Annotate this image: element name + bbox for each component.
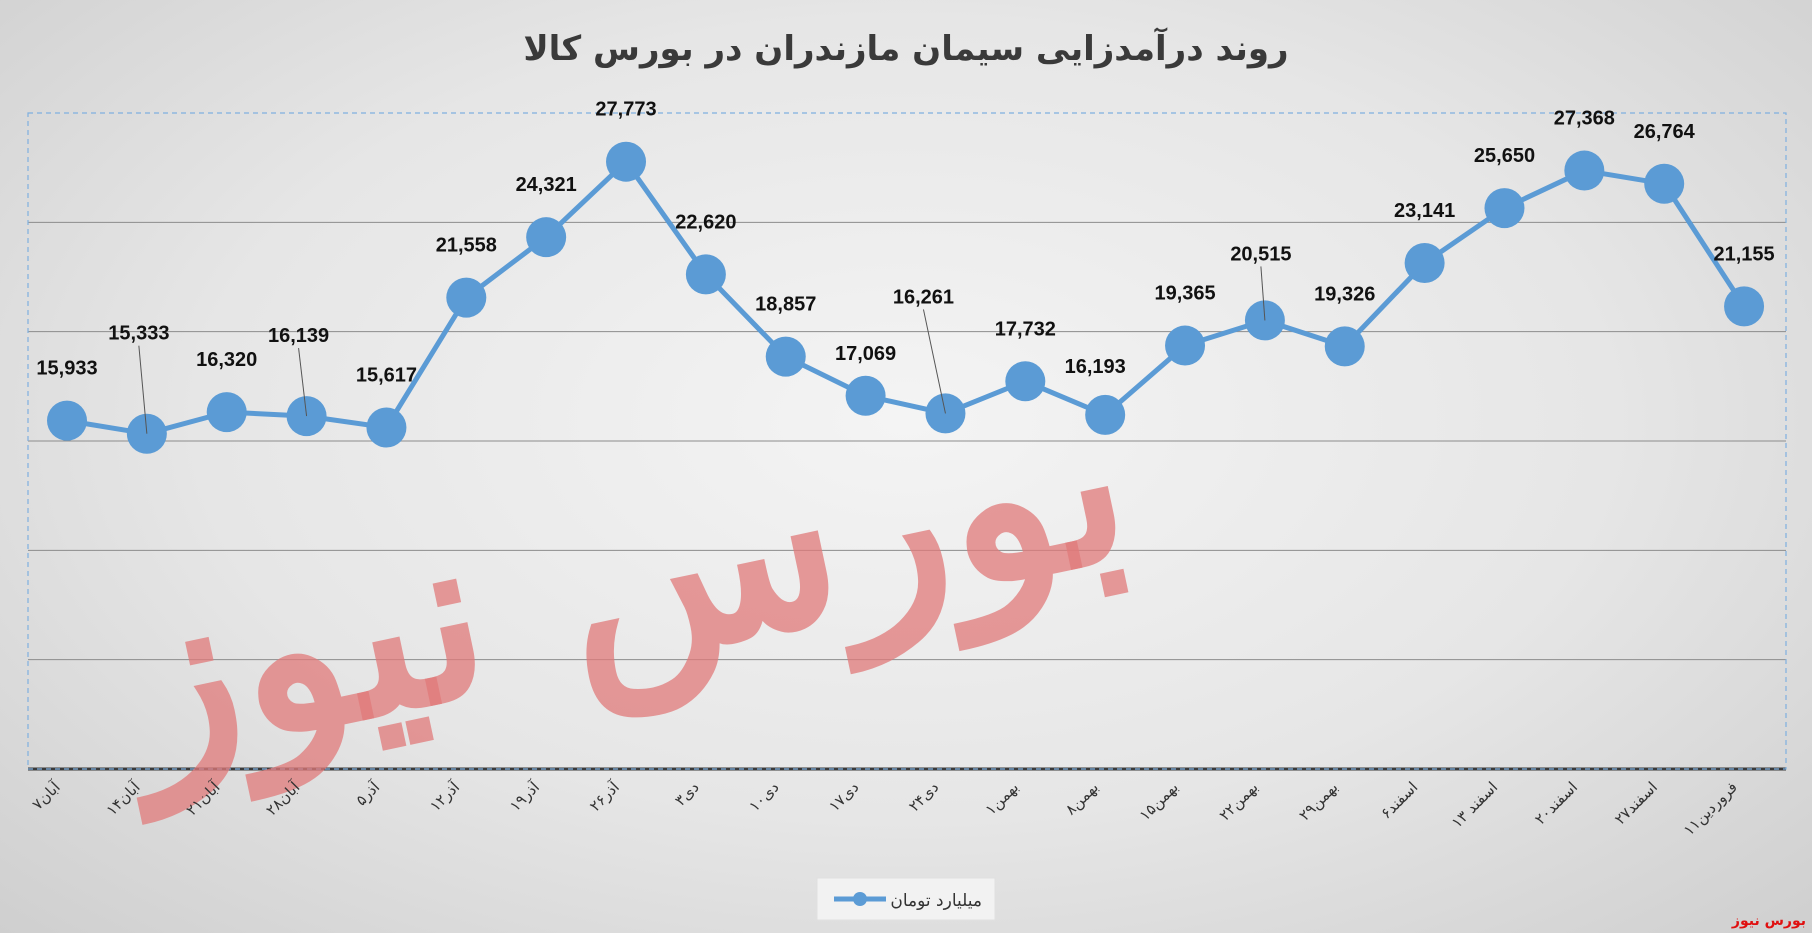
x-tick-label: ۱بهمن [982,778,1022,818]
label-leader-line [138,345,148,434]
x-tick-label: ۲۰اسفند [1531,778,1581,828]
data-label: 16,320 [196,349,257,371]
data-label: 25,650 [1474,145,1535,167]
legend: میلیارد تومان [816,877,996,921]
x-tick-label: ۲۶آذر [586,778,624,816]
x-tick-label: ۲۹بهمن [1295,778,1341,824]
data-point [1644,163,1685,204]
x-tick-label: ۲۷اسفند [1611,778,1661,828]
data-label: 24,321 [516,174,577,196]
x-tick-label: ۸بهمن [1062,778,1102,818]
x-tick-label: ۱۲آذر [426,778,464,816]
chart-title: روند درآمدزایی سیمان مازندران در بورس کا… [523,27,1288,69]
data-point [1724,286,1765,327]
data-label: 15,333 [108,323,169,345]
data-label: 16,139 [268,325,329,347]
data-label: 16,261 [893,286,954,308]
x-tick-label: ۱۵بهمن [1136,778,1182,824]
x-tick-label: ۱۹آذر [506,778,544,816]
data-point [1085,394,1126,435]
data-point [765,336,806,377]
data-point [685,254,726,295]
x-tick-label: ۵آذر [352,778,384,810]
x-tick-label: ۷آبان [28,778,64,814]
data-label: 27,773 [595,99,656,121]
data-label: 20,515 [1230,243,1291,265]
data-label: 22,620 [675,211,736,233]
data-point [366,407,407,448]
data-label: 15,933 [36,358,97,380]
x-tick-label: ۶اسفند [1377,778,1421,822]
data-label: 18,857 [755,294,816,316]
data-label: 21,155 [1713,243,1774,265]
x-tick-label: ۲۲بهمن [1216,778,1262,824]
legend-series-label: میلیارد تومان [890,891,982,911]
label-leader-line [298,348,308,417]
data-point [47,400,87,441]
data-label: 16,193 [1065,356,1126,378]
brand-logo-text: بورس نیوز [1731,913,1806,929]
series-line-group: 15,933 15,333 16,320 16,139 15,617 21,558 24,3… [36,99,1775,454]
label-leader-line [922,309,946,414]
data-label: 23,141 [1394,200,1455,222]
data-point [1484,188,1525,229]
data-point [1404,242,1445,283]
x-tick-label: ۱۱فروردین [1680,778,1741,839]
data-point [526,217,567,258]
label-leader-line [1260,266,1266,321]
x-tick-label: ۲۴دی [905,778,942,815]
data-label: 27,368 [1554,108,1615,130]
x-tick-label: ۱۴آبان [103,778,145,820]
legend-marker-swatch [853,892,867,906]
data-label: 17,069 [835,343,896,365]
plot-area-border [27,112,1787,770]
data-label: 17,732 [995,318,1056,340]
x-tick-label: ۱۷دی [825,778,862,815]
data-label: 15,617 [356,365,417,387]
data-point [845,375,886,416]
data-point [606,141,647,182]
series-line [66,159,1747,437]
data-label: 19,365 [1154,283,1215,305]
data-point [1165,325,1206,366]
data-point [206,392,247,433]
data-point [1324,326,1365,367]
data-point [446,277,487,318]
x-axis-tick-labels: ۷آبان ۱۴آبان ۲۱آبان ۲۸آبان ۵آذر ۱۲آذر ۱۹آذر ۲۶آ… [28,778,1740,840]
data-label: 19,326 [1314,283,1375,305]
data-point [1005,361,1046,402]
x-tick-label: ۳دی [671,778,702,809]
data-label: 26,764 [1634,121,1696,143]
data-point [1564,150,1605,191]
x-tick-label: ۱۰دی [745,778,782,815]
data-label: 21,558 [436,235,497,257]
x-tick-label: ۱۳ اسفند [1448,778,1501,831]
